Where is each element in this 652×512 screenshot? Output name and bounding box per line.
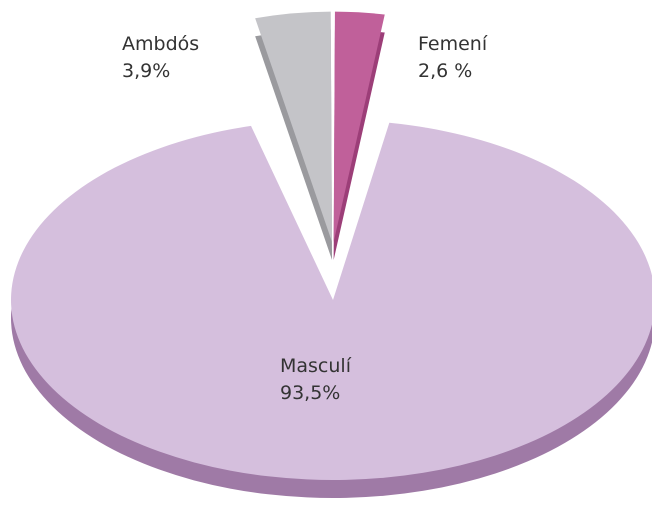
slice-label: Masculí [280, 355, 352, 377]
slice-value-label: 93,5% [280, 382, 340, 404]
slice-label: Femení [418, 33, 488, 55]
slice-value-label: 2,6 % [418, 60, 472, 82]
slice [11, 122, 652, 480]
slice [333, 11, 385, 243]
slice-value-label: 3,9% [122, 60, 170, 82]
slice [255, 11, 333, 243]
slice-label: Ambdós [122, 33, 199, 55]
